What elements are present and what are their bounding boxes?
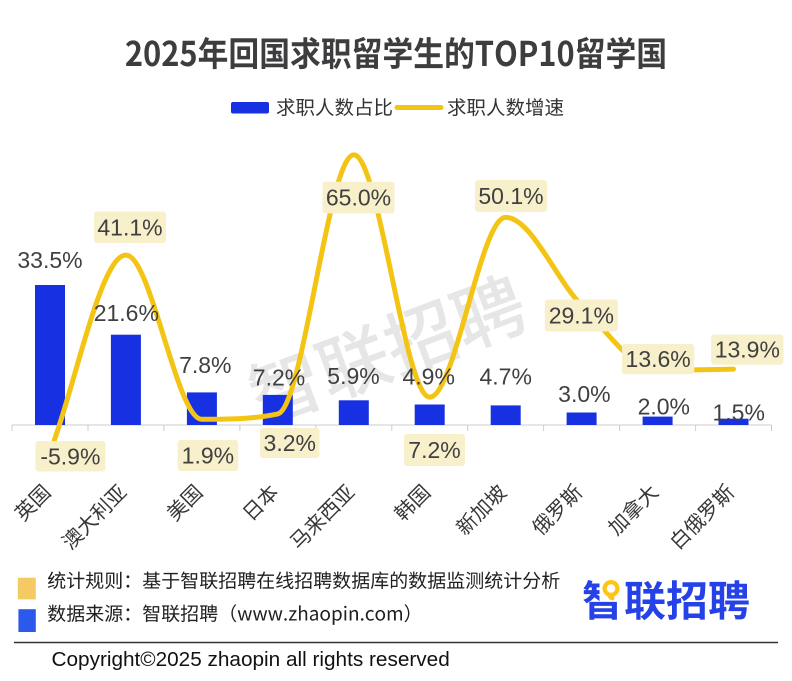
svg-text:7.2%: 7.2% [253, 365, 305, 391]
svg-text:4.7%: 4.7% [479, 364, 531, 390]
svg-text:2.0%: 2.0% [638, 394, 690, 420]
svg-text:21.6%: 21.6% [94, 300, 159, 326]
svg-text:13.9%: 13.9% [715, 337, 780, 363]
svg-text:4.9%: 4.9% [402, 364, 454, 390]
svg-text:-5.9%: -5.9% [40, 443, 100, 469]
svg-text:41.1%: 41.1% [97, 214, 162, 240]
svg-text:Copyright©2025 zhaopin all rig: Copyright©2025 zhaopin all rights reserv… [52, 648, 450, 671]
svg-text:3.0%: 3.0% [558, 381, 610, 407]
svg-text:29.1%: 29.1% [549, 303, 614, 329]
svg-text:33.5%: 33.5% [17, 247, 82, 273]
svg-text:1.9%: 1.9% [182, 443, 234, 469]
svg-text:7.2%: 7.2% [408, 437, 460, 463]
svg-text:50.1%: 50.1% [478, 183, 543, 209]
svg-text:5.9%: 5.9% [327, 363, 379, 389]
svg-text:1.5%: 1.5% [712, 400, 764, 426]
svg-text:3.2%: 3.2% [264, 430, 316, 456]
svg-text:65.0%: 65.0% [326, 185, 391, 211]
svg-text:7.8%: 7.8% [179, 352, 231, 378]
svg-text:13.6%: 13.6% [626, 346, 691, 372]
